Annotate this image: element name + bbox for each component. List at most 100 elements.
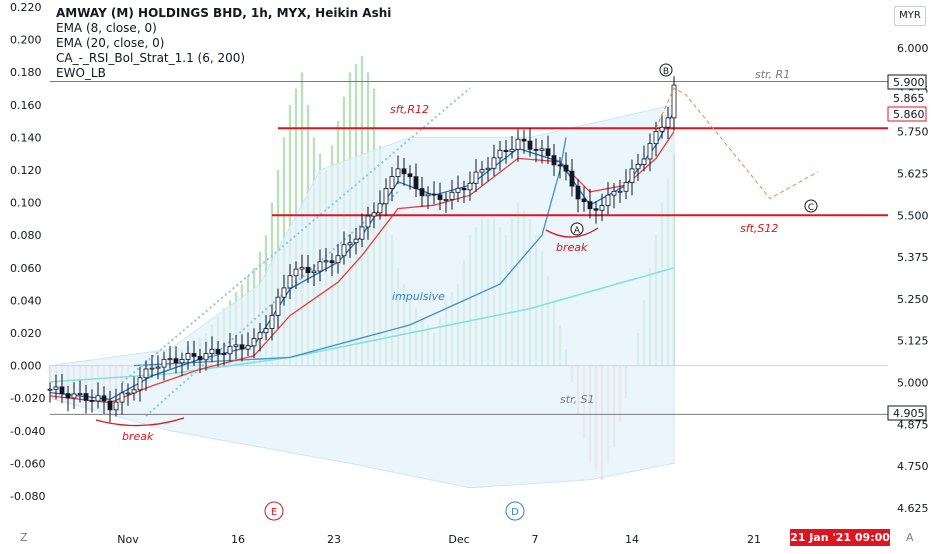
osc-tick-label: 0.100 (10, 197, 42, 210)
candle-body (311, 270, 317, 274)
timezone-button[interactable]: Z (20, 531, 28, 544)
candle-body (599, 205, 605, 211)
candle-body (47, 388, 53, 391)
candle-body (275, 296, 281, 316)
event-marker-e: E (271, 507, 277, 518)
candle-body (539, 148, 545, 151)
ewo-line (49, 267, 675, 383)
candle-body (251, 338, 257, 347)
price-badge-label: 5.860 (893, 108, 925, 121)
price-tick-label: 5.750 (897, 126, 929, 139)
auto-scale-button[interactable]: A (906, 531, 914, 544)
candle-body (293, 268, 299, 277)
price-badge-label: 5.865 (893, 92, 925, 105)
candle-body (557, 164, 563, 167)
osc-tick-label: 0.180 (10, 66, 42, 79)
candle-body (515, 138, 521, 150)
wave-label-a-ring (570, 222, 584, 236)
candle-body (581, 198, 587, 203)
bollinger-band (49, 104, 675, 489)
price-tick-label: 6.000 (897, 42, 929, 55)
time-tick-label: 23 (327, 533, 341, 546)
candle-body (473, 171, 479, 184)
price-badge (887, 106, 927, 122)
time-tick-label: 21 (747, 533, 761, 546)
event-marker-e-ring (264, 501, 284, 521)
candle-body (221, 353, 227, 356)
event-marker-d: D (511, 507, 519, 518)
candle-body (257, 332, 263, 339)
candle-body (647, 143, 653, 160)
candle-body (401, 168, 407, 175)
candle-body (107, 400, 113, 411)
candle-body (167, 358, 173, 361)
time-tick-label: 14 (625, 533, 639, 546)
candle-body (269, 314, 275, 329)
candle-body (653, 131, 659, 145)
indicator-ewo: EWO_LB (56, 66, 106, 80)
candle-body (443, 199, 449, 201)
wave-label-a: A (574, 226, 581, 236)
osc-tick-label: 0.000 (10, 360, 42, 373)
ema20-line (49, 131, 675, 404)
candle-body (551, 155, 557, 166)
candle-body (461, 187, 467, 191)
candle-body (197, 356, 203, 361)
price-badge-label: 4.905 (893, 407, 925, 420)
price-tick-label: 5.375 (897, 251, 929, 264)
candle-body (71, 393, 77, 399)
candle-body (143, 368, 149, 379)
level-label: sft,S12 (740, 222, 778, 235)
osc-tick-label: 0.220 (10, 1, 42, 14)
candle-body (497, 149, 503, 159)
candle-body (83, 393, 89, 401)
osc-tick-label: 0.040 (10, 294, 42, 307)
candle-body (383, 188, 389, 205)
candle-body (215, 348, 221, 355)
candle-body (131, 389, 137, 394)
candle-body (467, 182, 473, 191)
candle-body (203, 353, 209, 361)
osc-tick-label: 0.080 (10, 229, 42, 242)
candle-body (119, 392, 125, 403)
candle-body (137, 377, 143, 391)
price-tick-label: 4.750 (897, 460, 929, 473)
candle-body (173, 358, 179, 364)
candle-body (527, 140, 533, 150)
candle-body (419, 188, 425, 197)
candle-body (521, 138, 527, 142)
candle-body (605, 194, 611, 206)
price-tick-label: 4.875 (897, 418, 929, 431)
price-badge (887, 74, 927, 90)
candle-body (533, 148, 539, 151)
candle-body (389, 176, 395, 189)
chart-title: AMWAY (M) HOLDINGS BHD, 1h, MYX, Heikin … (56, 6, 392, 20)
osc-tick-label: -0.020 (10, 392, 45, 405)
candle-body (353, 238, 359, 244)
osc-tick-label: 0.120 (10, 164, 42, 177)
candle-body (233, 344, 239, 347)
candle-body (509, 148, 515, 152)
candle-body (209, 348, 215, 354)
candle-body (413, 176, 419, 190)
candle-body (659, 126, 665, 132)
wave-label-b-ring (659, 63, 673, 77)
currency-button[interactable]: MYR (894, 6, 926, 26)
bollinger-band-area (49, 104, 675, 489)
candle-body (671, 84, 677, 119)
osc-tick-label: -0.060 (10, 457, 45, 470)
candle-body (545, 148, 551, 157)
wave-label-c-ring (804, 199, 818, 213)
axes: 0.220 0.200 0.180 0.160 0.140 0.120 0.100 0.080… (10, 1, 929, 546)
price-tick-label: 5.500 (897, 209, 929, 222)
time-badge: 21 Jan '21 09:00 (790, 529, 890, 546)
candle-body (281, 287, 287, 298)
wave-label-b: B (663, 67, 669, 77)
candle-body (479, 169, 485, 173)
break-arc-1 (95, 417, 185, 427)
candle-body (395, 168, 401, 177)
osc-tick-label: -0.040 (10, 425, 45, 438)
